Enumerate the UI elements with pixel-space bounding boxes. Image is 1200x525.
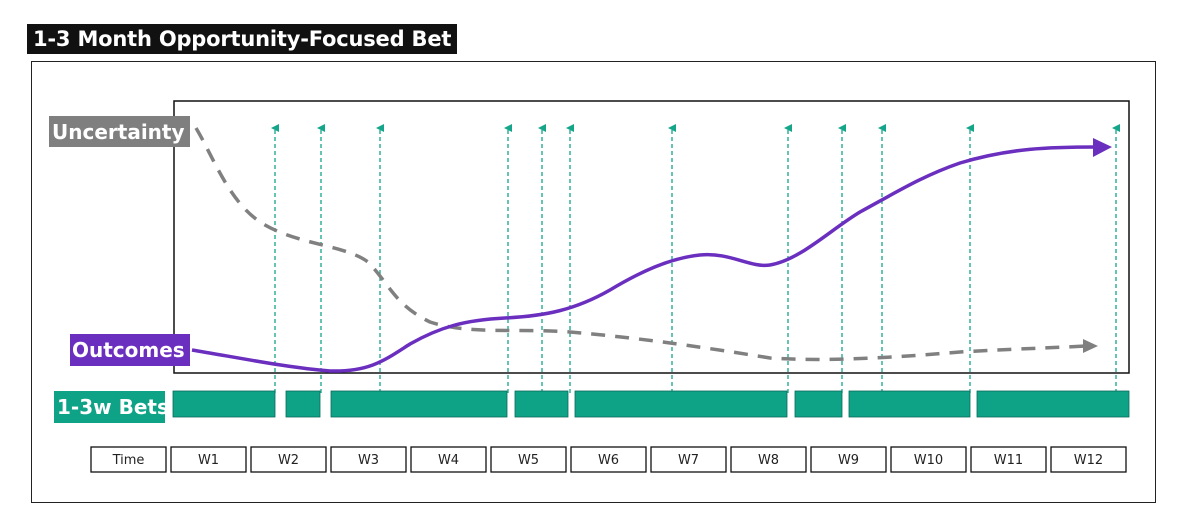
week-cell-12 — [1050, 446, 1127, 473]
time-header-cell — [90, 446, 167, 473]
bet-bar-8 — [976, 390, 1130, 418]
week-label-10: W10 — [914, 453, 943, 468]
diagram-frame — [31, 61, 1156, 503]
bets-label: 1-3w Bets — [57, 395, 169, 419]
week-cell-2 — [250, 446, 327, 473]
week-label-11: W11 — [994, 453, 1023, 468]
week-cell-8 — [730, 446, 807, 473]
week-cell-9 — [810, 446, 887, 473]
outcomes-curve — [191, 145, 1098, 373]
week-cell-7 — [650, 446, 727, 473]
uncertainty-curve — [194, 127, 1086, 362]
bet-bar-1 — [172, 390, 276, 418]
uncertainty-label-bg — [49, 116, 190, 147]
bet-bar-5 — [574, 390, 788, 418]
week-label-5: W5 — [518, 453, 539, 468]
week-cell-10 — [890, 446, 967, 473]
week-label-4: W4 — [438, 453, 459, 468]
bet-bar-7 — [848, 390, 971, 418]
week-cell-6 — [570, 446, 647, 473]
bet-bar-3 — [330, 390, 508, 418]
bet-bars — [172, 390, 1130, 418]
week-label-8: W8 — [758, 453, 779, 468]
bet-bar-2 — [285, 390, 321, 418]
bets-label-bg — [54, 391, 165, 423]
week-label-9: W9 — [838, 453, 859, 468]
plot-area — [173, 100, 1130, 374]
week-label-7: W7 — [678, 453, 699, 468]
week-label-1: W1 — [198, 453, 219, 468]
uncertainty-label: Uncertainty — [52, 120, 185, 144]
week-cell-4 — [410, 446, 487, 473]
time-header-label: Time — [112, 453, 145, 468]
week-cell-5 — [490, 446, 567, 473]
uncertainty-arrowhead — [1083, 339, 1098, 353]
diagram-title: 1-3 Month Opportunity-Focused Bet — [27, 24, 458, 54]
week-cell-11 — [970, 446, 1047, 473]
outcomes-label: Outcomes — [72, 338, 185, 362]
outcomes-label-bg — [70, 334, 190, 366]
week-cell-3 — [330, 446, 407, 473]
week-label-2: W2 — [278, 453, 299, 468]
week-label-3: W3 — [358, 453, 379, 468]
decision-points — [271, 124, 1120, 393]
time-row: Time W1 W2 W3 W4 W5 W6 W7 W8 W9 W10 W11 W12 — [90, 446, 1127, 473]
bet-bar-4 — [514, 390, 569, 418]
week-label-12: W12 — [1074, 453, 1103, 468]
week-cell-1 — [170, 446, 247, 473]
bet-bar-6 — [794, 390, 843, 418]
week-label-6: W6 — [598, 453, 619, 468]
outcomes-arrowhead — [1093, 138, 1112, 157]
